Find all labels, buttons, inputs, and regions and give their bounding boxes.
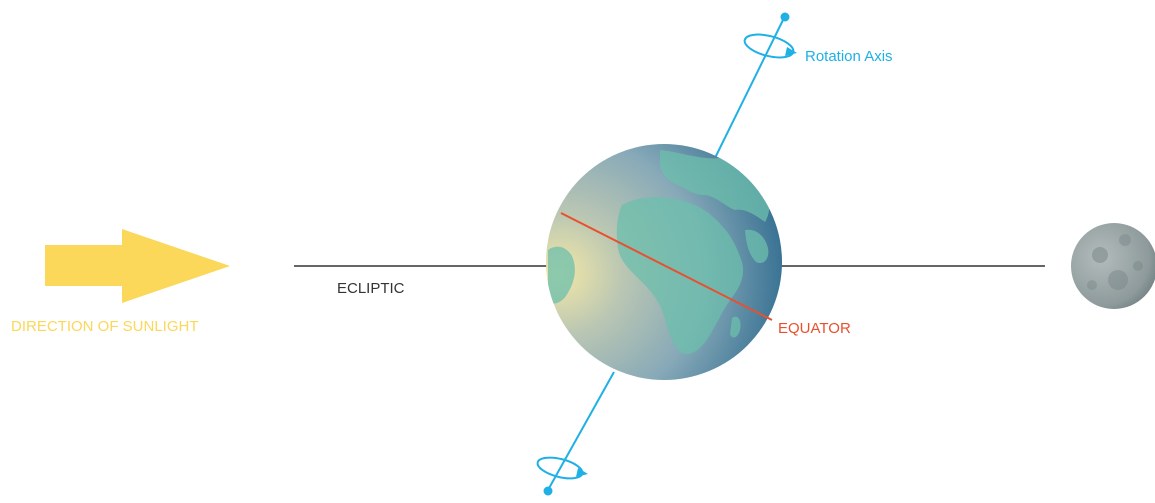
axis-top-endpoint (780, 12, 790, 22)
arrow-right-icon (45, 229, 230, 303)
moon-disc (1071, 223, 1155, 309)
earth (546, 144, 782, 380)
rotation-axis-label: Rotation Axis (805, 48, 893, 65)
equator-label: EQUATOR (778, 320, 851, 337)
earth-landmass (548, 150, 770, 355)
moon-crater (1119, 234, 1131, 246)
rotation-axis-top (713, 17, 785, 161)
moon-crater (1108, 270, 1128, 290)
rotation-arrow-icon (743, 33, 797, 59)
axis-bottom-endpoint (543, 486, 553, 496)
moon-crater (1133, 261, 1143, 271)
equator-line (560, 212, 773, 321)
rotation-arrow-icon (536, 456, 588, 480)
rotation-axis-bottom (547, 371, 615, 491)
moon-crater (1092, 247, 1108, 263)
sunlight-arrow (45, 229, 230, 303)
ecliptic-label: ECLIPTIC (337, 280, 405, 297)
sunlight-label: DIRECTION OF SUNLIGHT (11, 318, 199, 335)
moon (1071, 223, 1155, 309)
moon-crater (1087, 280, 1097, 290)
